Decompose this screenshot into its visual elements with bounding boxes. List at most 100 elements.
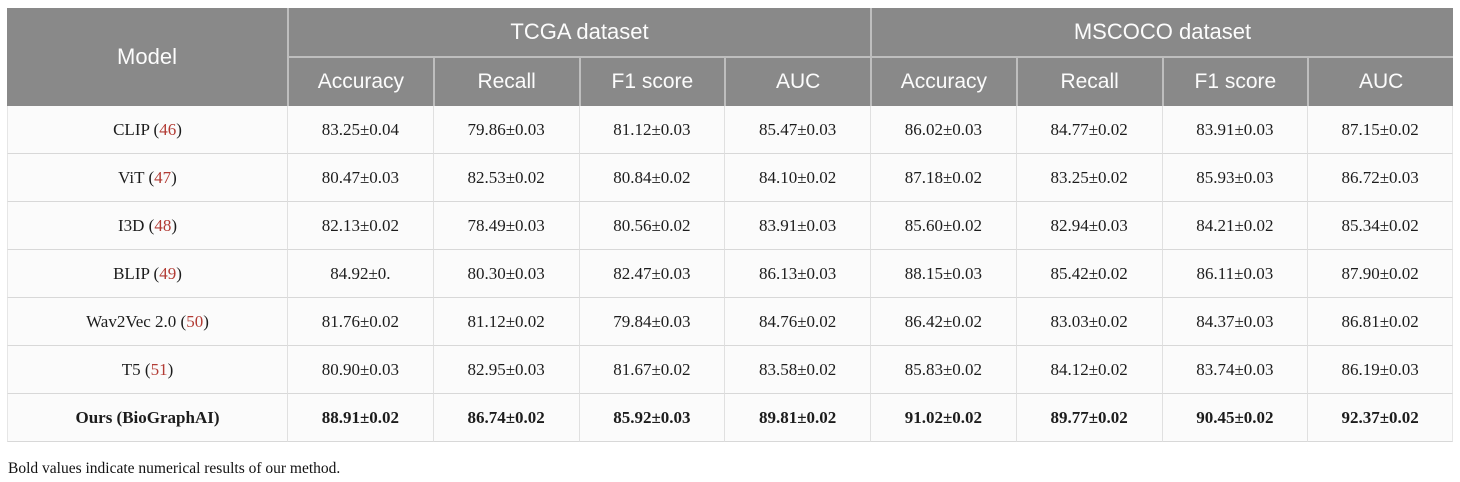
value-cell-mscoco-accuracy: 91.02±0.02 [870,394,1016,442]
value-cell-mscoco-recall: 84.77±0.02 [1015,106,1162,154]
value-cell-mscoco-accuracy: 86.02±0.03 [870,106,1016,154]
value-cell-tcga-f1: 81.12±0.03 [578,106,725,154]
value-cell-tcga-accuracy: 84.92±0. [287,250,433,298]
value-cell-mscoco-recall: 83.25±0.02 [1015,154,1162,202]
model-cell: ViT (47) [7,154,287,202]
model-reference-number: 50 [186,311,204,331]
table-header: Model TCGA dataset MSCOCO dataset Accura… [7,8,1453,106]
value-cell-tcga-auc: 83.91±0.03 [724,202,870,250]
model-name: ViT ( [118,167,155,187]
value-cell-tcga-accuracy: 82.13±0.02 [287,202,433,250]
value-cell-tcga-f1: 85.92±0.03 [578,394,725,442]
model-cell: CLIP (46) [7,106,287,154]
metric-header-tcga-recall: Recall [432,58,579,106]
table-row: T5 (51) 80.90±0.03 82.95±0.03 81.67±0.02… [7,346,1453,394]
model-reference-number: 48 [154,215,172,235]
value-cell-mscoco-auc: 86.81±0.02 [1307,298,1453,346]
table-row: Wav2Vec 2.0 (50) 81.76±0.02 81.12±0.02 7… [7,298,1453,346]
value-cell-mscoco-f1: 90.45±0.02 [1161,394,1308,442]
table-footnote: Bold values indicate numerical results o… [8,460,341,477]
group-header-mscoco: MSCOCO dataset [870,8,1453,58]
header-row-groups: Model TCGA dataset MSCOCO dataset [7,8,1453,106]
model-name: I3D ( [117,215,155,235]
metric-header-mscoco-auc: AUC [1307,58,1453,106]
value-cell-mscoco-accuracy: 87.18±0.02 [870,154,1016,202]
model-reference-number: 51 [150,359,168,379]
table-row: I3D (48) 82.13±0.02 78.49±0.03 80.56±0.0… [7,202,1453,250]
model-cell: T5 (51) [7,346,287,394]
value-cell-mscoco-auc: 85.34±0.02 [1307,202,1453,250]
value-cell-mscoco-auc: 86.72±0.03 [1307,154,1453,202]
group-header-tcga: TCGA dataset [287,8,870,58]
value-cell-tcga-auc: 84.10±0.02 [724,154,870,202]
value-cell-mscoco-auc: 87.90±0.02 [1307,250,1453,298]
value-cell-tcga-recall: 86.74±0.02 [432,394,579,442]
value-cell-tcga-f1: 81.67±0.02 [578,346,725,394]
value-cell-mscoco-accuracy: 86.42±0.02 [870,298,1016,346]
model-reference-number: 46 [159,119,177,139]
value-cell-mscoco-f1: 85.93±0.03 [1161,154,1308,202]
table-row: ViT (47) 80.47±0.03 82.53±0.02 80.84±0.0… [7,154,1453,202]
model-name-close: ) [167,359,174,379]
value-cell-tcga-accuracy: 83.25±0.04 [287,106,433,154]
value-cell-mscoco-accuracy: 88.15±0.03 [870,250,1016,298]
value-cell-mscoco-recall: 84.12±0.02 [1015,346,1162,394]
value-cell-tcga-f1: 80.56±0.02 [578,202,725,250]
value-cell-mscoco-recall: 83.03±0.02 [1015,298,1162,346]
metric-header-tcga-accuracy: Accuracy [287,58,433,106]
value-cell-mscoco-auc: 87.15±0.02 [1307,106,1453,154]
table-row: CLIP (46) 83.25±0.04 79.86±0.03 81.12±0.… [7,106,1453,154]
value-cell-tcga-auc: 89.81±0.02 [724,394,870,442]
results-table: Model TCGA dataset MSCOCO dataset Accura… [7,8,1453,442]
value-cell-tcga-recall: 82.95±0.03 [432,346,579,394]
model-reference-number: 49 [159,263,177,283]
value-cell-tcga-recall: 79.86±0.03 [432,106,579,154]
model-name-close: ) [203,311,209,331]
header-row-metrics: Accuracy Recall F1 score AUC Accuracy Re… [7,58,1453,106]
model-name: CLIP ( [113,119,160,139]
value-cell-mscoco-f1: 86.11±0.03 [1161,250,1308,298]
value-cell-tcga-accuracy: 80.47±0.03 [287,154,433,202]
metric-header-tcga-auc: AUC [724,58,870,106]
value-cell-tcga-recall: 81.12±0.02 [432,298,579,346]
value-cell-tcga-auc: 85.47±0.03 [724,106,870,154]
value-cell-mscoco-f1: 83.74±0.03 [1161,346,1308,394]
model-cell: Wav2Vec 2.0 (50) [7,298,287,346]
model-name-close: ) [176,119,182,139]
value-cell-mscoco-f1: 84.37±0.03 [1161,298,1308,346]
model-name: T5 ( [121,359,151,379]
results-table-container: Model TCGA dataset MSCOCO dataset Accura… [7,8,1453,442]
value-cell-mscoco-accuracy: 85.60±0.02 [870,202,1016,250]
model-column-header: Model [7,8,287,106]
table-row: Ours (BioGraphAI) 88.91±0.02 86.74±0.02 … [7,394,1453,442]
value-cell-mscoco-accuracy: 85.83±0.02 [870,346,1016,394]
value-cell-tcga-accuracy: 81.76±0.02 [287,298,433,346]
metric-header-mscoco-accuracy: Accuracy [870,58,1016,106]
value-cell-mscoco-auc: 86.19±0.03 [1307,346,1453,394]
metric-header-tcga-f1: F1 score [578,58,725,106]
value-cell-mscoco-recall: 82.94±0.03 [1015,202,1162,250]
value-cell-mscoco-f1: 83.91±0.03 [1161,106,1308,154]
metric-header-mscoco-f1: F1 score [1161,58,1308,106]
model-name-close: ) [176,263,182,283]
model-name-close: ) [171,215,178,235]
value-cell-mscoco-f1: 84.21±0.02 [1161,202,1308,250]
metric-header-mscoco-recall: Recall [1015,58,1162,106]
value-cell-mscoco-recall: 89.77±0.02 [1015,394,1162,442]
model-cell: I3D (48) [7,202,287,250]
value-cell-tcga-f1: 82.47±0.03 [578,250,725,298]
model-name-close: ) [171,167,177,187]
table-body: CLIP (46) 83.25±0.04 79.86±0.03 81.12±0.… [7,106,1453,442]
value-cell-tcga-auc: 84.76±0.02 [724,298,870,346]
value-cell-tcga-auc: 86.13±0.03 [724,250,870,298]
value-cell-mscoco-recall: 85.42±0.02 [1015,250,1162,298]
value-cell-tcga-recall: 82.53±0.02 [432,154,579,202]
model-name: Wav2Vec 2.0 ( [86,311,187,331]
model-cell: Ours (BioGraphAI) [7,394,287,442]
value-cell-tcga-f1: 80.84±0.02 [578,154,725,202]
value-cell-tcga-auc: 83.58±0.02 [724,346,870,394]
model-cell: BLIP (49) [7,250,287,298]
value-cell-tcga-accuracy: 88.91±0.02 [287,394,433,442]
model-name: BLIP ( [113,263,160,283]
table-row: BLIP (49) 84.92±0. 80.30±0.03 82.47±0.03… [7,250,1453,298]
